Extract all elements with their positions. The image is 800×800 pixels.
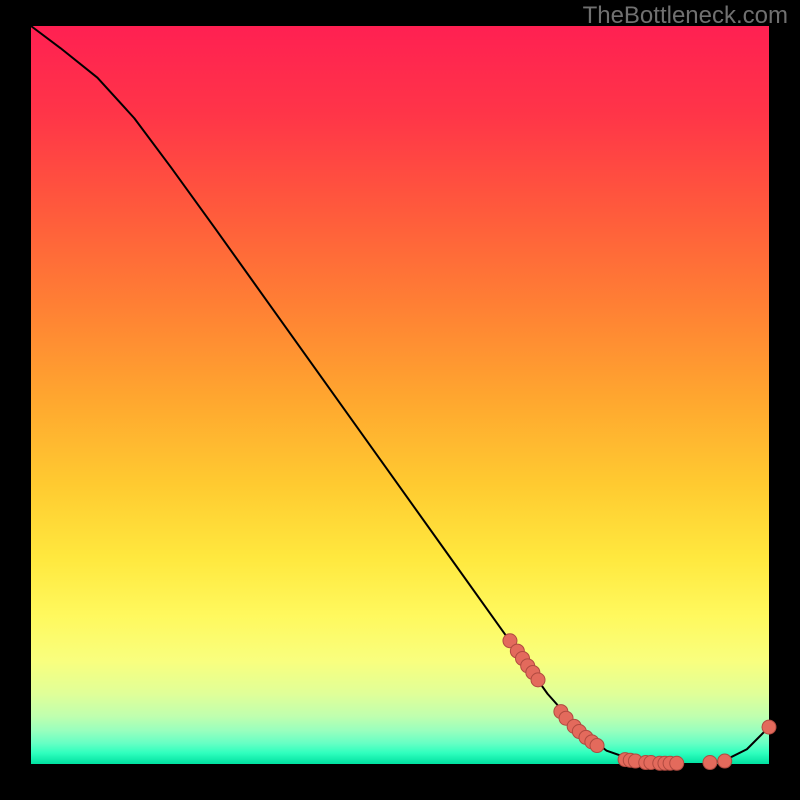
- chart-container: TheBottleneck.com: [0, 0, 800, 800]
- marker-point: [762, 720, 776, 734]
- marker-point: [590, 739, 604, 753]
- plot-background: [31, 26, 769, 764]
- marker-point: [531, 673, 545, 687]
- chart-svg: [0, 0, 800, 800]
- marker-point: [670, 756, 684, 770]
- watermark-text: TheBottleneck.com: [583, 2, 788, 30]
- marker-point: [703, 756, 717, 770]
- marker-point: [718, 754, 732, 768]
